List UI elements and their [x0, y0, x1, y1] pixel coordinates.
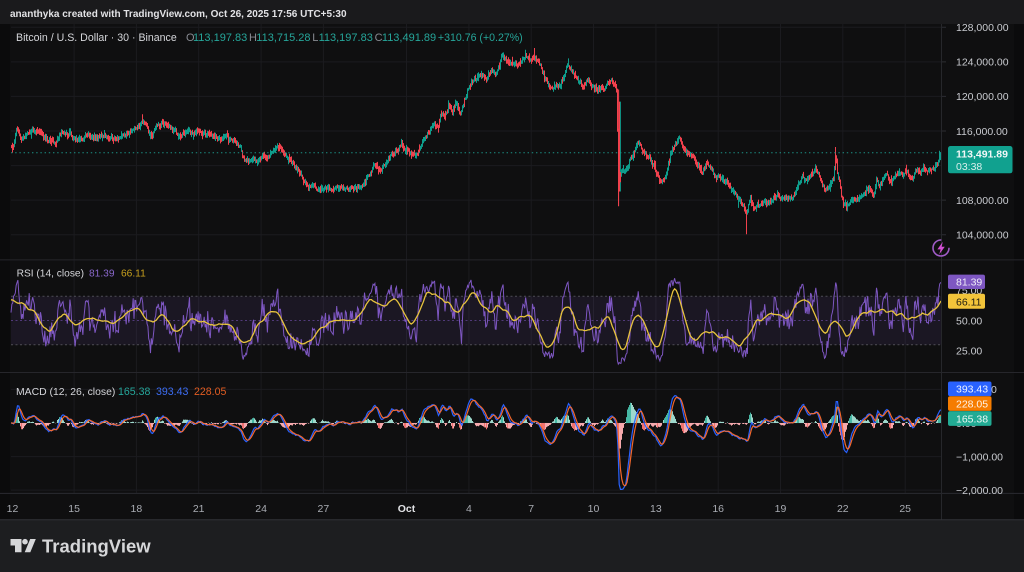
svg-text:393.43: 393.43	[156, 386, 189, 398]
svg-text:81.39: 81.39	[89, 269, 115, 280]
svg-text:Oct: Oct	[398, 503, 416, 515]
svg-text:MACD (12, 26, close): MACD (12, 26, close)	[16, 387, 115, 398]
svg-text:104,000.00: 104,000.00	[956, 230, 1009, 242]
svg-text:165.38: 165.38	[118, 386, 151, 398]
svg-text:50.00: 50.00	[956, 315, 982, 327]
svg-text:113,491.89: 113,491.89	[382, 32, 436, 44]
svg-text:24: 24	[255, 503, 267, 515]
svg-text:TradingView: TradingView	[42, 535, 151, 556]
svg-text:22: 22	[837, 503, 849, 515]
svg-text:113,715.28: 113,715.28	[256, 32, 310, 44]
svg-text:4: 4	[466, 503, 472, 515]
svg-text:15: 15	[68, 503, 80, 515]
svg-text:113,491.89: 113,491.89	[956, 149, 1008, 161]
svg-text:13: 13	[650, 503, 662, 515]
svg-text:124,000.00: 124,000.00	[956, 57, 1009, 69]
svg-text:120,000.00: 120,000.00	[956, 91, 1009, 103]
svg-text:16: 16	[712, 503, 724, 515]
svg-text:113,197.83: 113,197.83	[319, 32, 373, 44]
svg-text:113,197.83: 113,197.83	[193, 32, 247, 44]
svg-text:108,000.00: 108,000.00	[956, 195, 1009, 207]
svg-text:25: 25	[899, 503, 911, 515]
svg-text:7: 7	[528, 503, 534, 515]
svg-text:10: 10	[588, 503, 600, 515]
svg-text:Bitcoin / U.S. Dollar · 30 · B: Bitcoin / U.S. Dollar · 30 · Binance	[16, 32, 177, 44]
svg-text:81.39: 81.39	[956, 277, 982, 289]
svg-text:21: 21	[193, 503, 205, 515]
svg-text:RSI (14, close): RSI (14, close)	[17, 269, 84, 280]
svg-text:393.43: 393.43	[956, 384, 988, 396]
svg-text:19: 19	[775, 503, 787, 515]
svg-text:−2,000.00: −2,000.00	[956, 485, 1003, 497]
svg-text:+310.76 (+0.27%): +310.76 (+0.27%)	[438, 32, 523, 44]
svg-text:27: 27	[318, 503, 330, 515]
svg-text:128,000.00: 128,000.00	[956, 22, 1009, 34]
svg-text:165.38: 165.38	[956, 413, 988, 425]
svg-text:228.05: 228.05	[194, 386, 227, 398]
svg-text:C: C	[375, 32, 383, 44]
svg-text:−1,000.00: −1,000.00	[956, 451, 1003, 463]
svg-text:25.00: 25.00	[956, 346, 982, 358]
svg-text:18: 18	[131, 503, 143, 515]
svg-text:116,000.00: 116,000.00	[956, 126, 1008, 138]
svg-text:66.11: 66.11	[121, 269, 146, 280]
svg-text:228.05: 228.05	[956, 398, 988, 410]
svg-text:12: 12	[7, 503, 19, 515]
svg-text:O: O	[186, 32, 195, 44]
svg-text:H: H	[249, 32, 257, 44]
svg-text:03:38: 03:38	[956, 161, 982, 173]
svg-text:ananthyka created with Trading: ananthyka created with TradingView.com, …	[10, 9, 347, 20]
svg-text:L: L	[312, 32, 318, 44]
svg-text:66.11: 66.11	[956, 296, 982, 308]
